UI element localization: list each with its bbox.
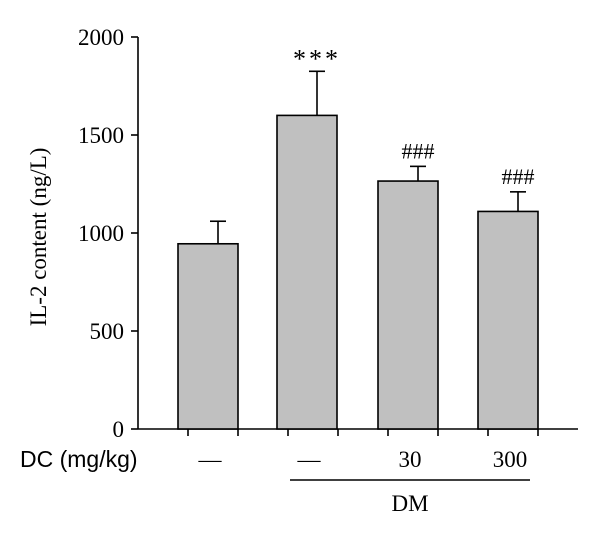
significance-label: ###	[402, 138, 435, 163]
bar	[377, 180, 439, 430]
y-tick-label: 0	[113, 417, 125, 442]
x-category-label: 300	[493, 447, 528, 472]
bars	[177, 70, 539, 430]
y-tick-label: 500	[90, 319, 125, 344]
significance-label: ***	[293, 44, 341, 73]
y-tick-label: 2000	[78, 25, 124, 50]
x-category-label: —	[297, 447, 322, 472]
significance-label: ###	[502, 164, 535, 189]
x-category-label: —	[198, 447, 223, 472]
y-tick-label: 1000	[78, 221, 124, 246]
category-row-label: DC (mg/kg)	[20, 446, 138, 472]
labels: 0 500 1000 1500 2000 IL-2 content (ng/L) — *** —…	[20, 25, 535, 516]
bar	[276, 114, 338, 430]
bar	[177, 242, 239, 430]
bar	[477, 210, 539, 430]
y-axis-label: IL-2 content (ng/L)	[26, 148, 51, 327]
x-category-label: 30	[399, 447, 422, 472]
group-label: DM	[391, 491, 428, 516]
y-tick-label: 1500	[78, 123, 124, 148]
